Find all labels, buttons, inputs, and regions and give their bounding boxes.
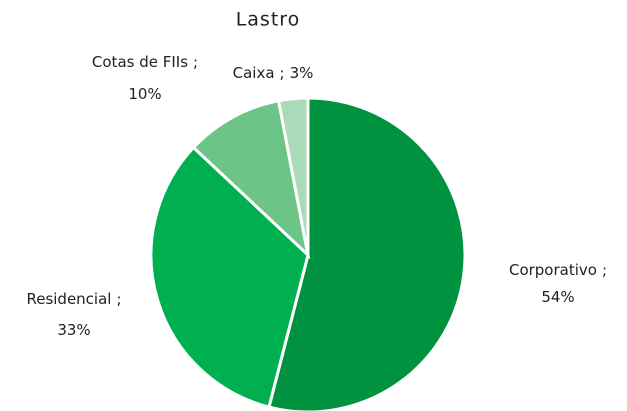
slice-label: Caixa; 3% [233,64,314,82]
slice-label: Cotas de FIIs; 10% [92,53,198,103]
pie-slice [191,99,311,260]
label-separator: ; [280,64,285,82]
pie-slice [267,96,467,411]
category-name: Corporativo [509,261,597,279]
category-name: Residencial [26,290,111,308]
label-separator: ; [602,261,607,279]
chart-title: Lastro [236,9,301,31]
value-label: 33% [57,321,90,339]
label-separator: ; [116,290,121,308]
value-label: 10% [128,85,161,103]
category-name: Caixa [233,64,275,82]
value-label: 3% [290,64,314,82]
slice-label: Corporativo; 54% [509,261,607,306]
label-separator: ; [193,53,198,71]
pie-slice [276,96,310,256]
pie-slice [149,145,310,409]
category-name: Cotas de FIIs [92,53,188,71]
value-label: 54% [541,288,574,306]
slice-label: Residencial; 33% [26,290,121,339]
